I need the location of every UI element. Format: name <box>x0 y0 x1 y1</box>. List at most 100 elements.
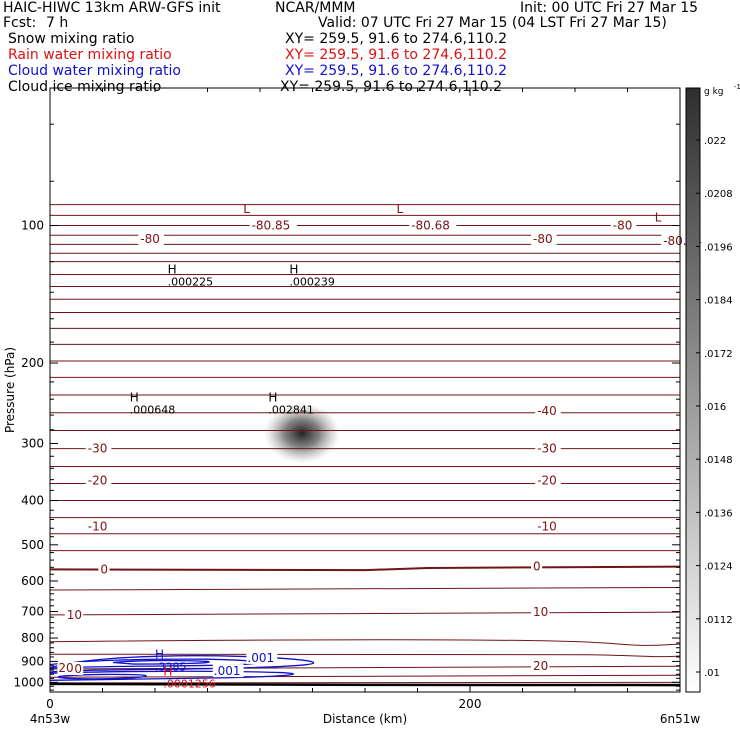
colorbar-tick-label: .0172 <box>704 349 733 360</box>
isotherm-line <box>50 611 680 616</box>
isotherm-label-bg <box>531 659 550 673</box>
isotherm-line <box>50 653 680 658</box>
isotherm-label: -80.68 <box>411 219 450 233</box>
cloud-water-label: .001 <box>247 651 274 665</box>
isotherm-label: -80 <box>613 219 633 233</box>
isotherm-line <box>50 681 680 684</box>
isotherm-label-bg <box>98 562 110 576</box>
isotherm-label: -30 <box>537 442 557 456</box>
isotherm-label: -80.85 <box>252 219 291 233</box>
field-xy-cloud-water: XY= 259.5, 91.6 to 274.6,110.2 <box>285 63 508 79</box>
isotherm-label-bg <box>531 231 557 245</box>
y-axis-label: Pressure (hPa) <box>3 347 17 433</box>
isotherm-label: 0 <box>100 562 108 576</box>
isotherm-line <box>50 665 680 670</box>
y-tick-label: 500 <box>21 538 44 552</box>
isotherm-label: -40 <box>537 404 557 418</box>
y-tick-label: 300 <box>21 436 44 450</box>
high-marker: H <box>268 391 277 405</box>
model-title: HAIC-HIWC 13km ARW-GFS init <box>3 0 221 16</box>
isotherm-label-bg <box>85 441 112 455</box>
cloud-water-contour <box>57 673 147 680</box>
colorbar-tick-label: .0208 <box>704 189 733 200</box>
forecast-value: 7 h <box>46 15 69 31</box>
x-axis-label: Distance (km) <box>323 712 407 726</box>
y-tick-label: 100 <box>21 219 44 233</box>
y-tick-label: 200 <box>21 356 44 370</box>
colorbar-unit: g kg <box>704 87 724 97</box>
high-marker: H <box>289 263 298 277</box>
colorbar-tick-label: .01 <box>704 668 720 679</box>
y-tick-label: 900 <box>21 654 44 668</box>
y-tick-label: 800 <box>21 631 44 645</box>
valid-time: Valid: 07 UTC Fri 27 Mar 15 (04 LST Fri … <box>318 15 667 31</box>
isotherm-label: -80 <box>533 232 553 246</box>
contour-label-bg <box>246 651 278 665</box>
colorbar-tick-label: .0148 <box>704 455 733 466</box>
contour-label-bg <box>57 660 74 674</box>
isotherm-label-bg <box>138 231 164 245</box>
high-marker-value: .000225 <box>168 276 214 289</box>
isotherm-label-bg <box>535 441 561 455</box>
cloud-water-label: 20 <box>58 661 73 675</box>
high-marker-value: .3385 <box>155 661 187 674</box>
high-marker-value: .0001256 <box>163 677 216 690</box>
colorbar-tick-label: .0124 <box>704 562 733 573</box>
field-name-snow: Snow mixing ratio <box>8 31 135 47</box>
forecast-label: Fcst: <box>3 15 37 31</box>
cloud-water-contour <box>50 655 315 673</box>
isotherm-line <box>50 674 680 678</box>
isotherm-label: 0 <box>533 560 541 574</box>
x-left-label: 4n53w <box>30 712 71 726</box>
isotherm-line <box>50 565 680 572</box>
colorbar-tick-label: .022 <box>704 136 726 147</box>
surface-line <box>50 682 680 687</box>
colorbar-tick-label: .0184 <box>704 296 733 307</box>
colorbar-tick-label: .0136 <box>704 508 733 519</box>
colorbar-unit-exponent: -1 <box>734 83 740 91</box>
field-xy-cloud-ice: XY= 259.5, 91.6 to 274.6,110.2 <box>280 79 503 95</box>
low-marker: L <box>243 202 250 216</box>
isotherm-label-bg <box>531 605 550 619</box>
cloud-water-contour <box>112 659 210 665</box>
isotherm-label-bg <box>531 559 543 573</box>
cloud-water-label: .001 <box>214 664 241 678</box>
init-time: Init: 00 UTC Fri 27 Mar 15 <box>520 0 699 16</box>
high-marker: H <box>155 648 164 662</box>
contour-label-bg <box>212 664 244 678</box>
colorbar-tick-label: .016 <box>704 402 726 413</box>
x-right-label: 6n51w <box>660 712 701 726</box>
isotherm-label-bg <box>85 473 112 487</box>
colorbar-tick-label: .0196 <box>704 242 733 253</box>
high-marker-value: .002841 <box>268 404 314 417</box>
isotherm-label-bg <box>409 218 457 232</box>
field-name-cloud-ice: Cloud ice mixing ratio <box>8 79 162 95</box>
low-marker: L <box>655 210 662 224</box>
y-tick-label: 700 <box>21 605 44 619</box>
isotherm-label-bg <box>249 218 297 232</box>
isotherm-label-bg <box>64 607 84 621</box>
isotherm-label: -10 <box>88 520 108 534</box>
isotherm-label-bg <box>535 473 561 487</box>
field-name-rain: Rain water mixing ratio <box>8 47 172 63</box>
colorbar <box>685 87 701 693</box>
isotherm-label: -10 <box>537 520 557 534</box>
high-marker: H <box>130 391 139 405</box>
isotherm-label-bg <box>535 404 561 418</box>
high-marker: H <box>168 263 177 277</box>
high-marker-value: .000239 <box>289 276 335 289</box>
y-tick-label: 400 <box>21 494 44 508</box>
y-tick-label: 1000 <box>13 675 44 689</box>
high-marker-value: .000648 <box>130 404 176 417</box>
org-label: NCAR/MMM <box>275 0 356 16</box>
x-tick-label: 200 <box>459 697 482 711</box>
isotherm-label: -20 <box>88 474 108 488</box>
isotherm-label-bg <box>610 218 637 232</box>
isotherm-line <box>50 639 680 646</box>
isotherm-label-bg <box>85 519 112 533</box>
isotherm-label: 10 <box>67 608 82 622</box>
x-tick-label: 0 <box>46 697 54 711</box>
isotherm-line <box>50 586 680 591</box>
isotherm-label: -30 <box>88 442 108 456</box>
